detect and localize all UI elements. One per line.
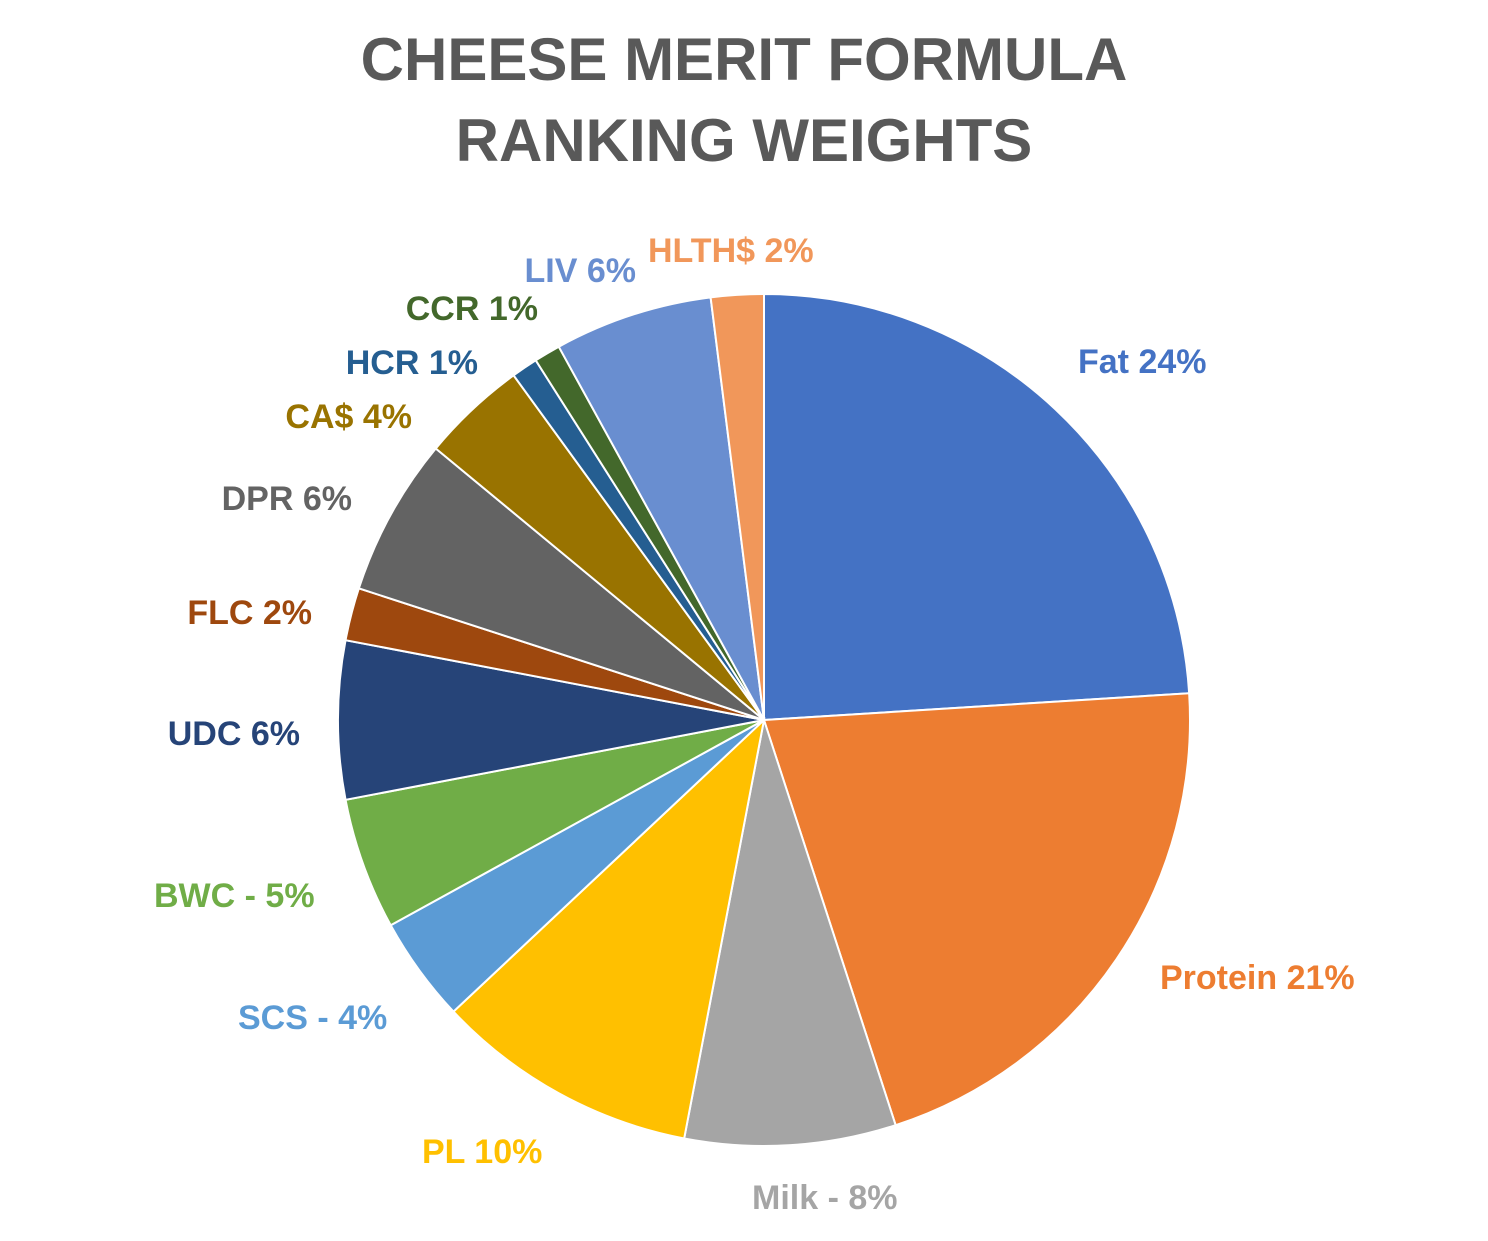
slice-label-5: BWC - 5% [154,877,315,915]
slice-label-8: DPR 6% [222,480,352,518]
pie-slice-0 [763,292,1191,722]
slice-label-0: Fat 24% [1078,343,1207,381]
slice-label-10: HCR 1% [346,344,478,382]
slice-label-3: PL 10% [422,1133,542,1171]
slice-label-12: LIV 6% [525,252,636,290]
chart-title-line-1: CHEESE MERIT FORMULA [360,26,1128,93]
pie-labels: Fat 24% Protein 21% Milk - 8% PL 10% SCS - 4… [154,232,1355,1217]
pie-slice-13 [709,292,765,721]
pie-slice-8 [357,447,765,721]
pie-slices [337,292,1191,1147]
slice-label-2: Milk - 8% [752,1179,897,1217]
slice-label-9: CA$ 4% [285,398,412,436]
pie-slice-2 [683,719,897,1147]
slice-label-7: FLC 2% [187,594,312,632]
pie-slice-6 [337,639,765,801]
chart-title-line-2: RANKING WEIGHTS [455,107,1033,174]
slice-label-13: HLTH$ 2% [648,232,814,270]
slice-label-6: UDC 6% [168,715,300,753]
pie-slice-1 [762,692,1191,1127]
slice-label-1: Protein 21% [1160,959,1355,997]
slice-label-11: CCR 1% [406,290,538,328]
pie-slice-12 [557,296,765,721]
slice-label-4: SCS - 4% [238,999,387,1037]
pie-slice-3 [452,717,766,1140]
